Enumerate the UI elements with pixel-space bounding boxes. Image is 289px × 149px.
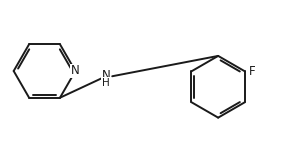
Text: H: H <box>102 78 110 88</box>
Text: F: F <box>249 65 256 78</box>
Text: N: N <box>71 65 80 77</box>
Text: N: N <box>101 69 110 82</box>
